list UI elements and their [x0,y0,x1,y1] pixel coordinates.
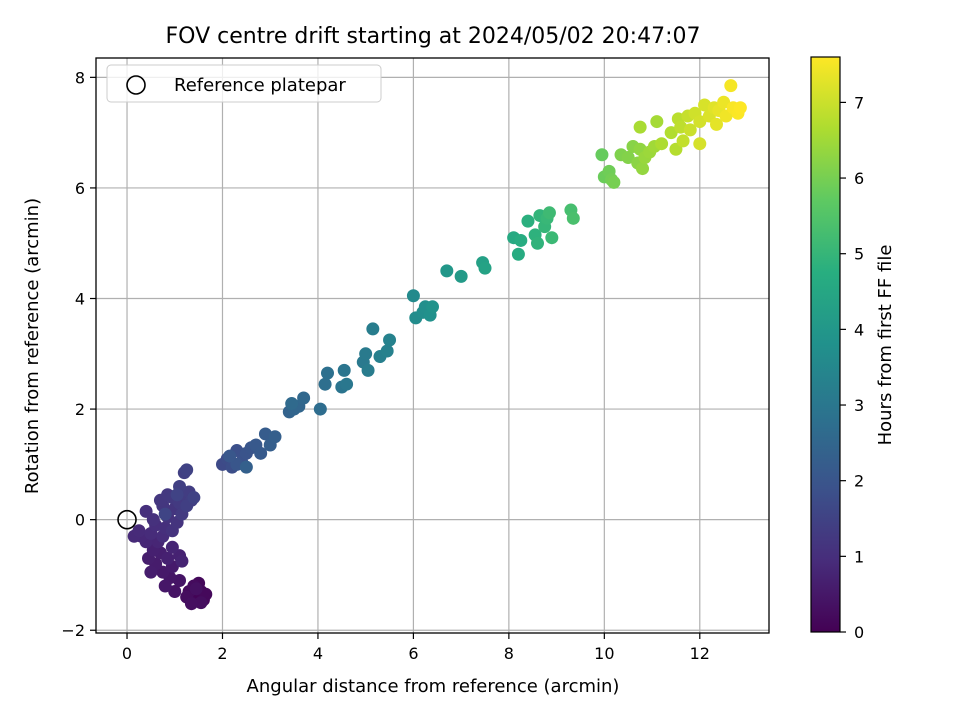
data-point [161,551,175,565]
data-point [180,463,194,477]
data-point [633,120,647,134]
legend-box [106,64,382,103]
grid [96,58,769,633]
data-point [297,391,311,405]
data-point [521,214,535,228]
colorbar-tick-label: 3 [854,396,864,415]
data-point [337,363,351,377]
data-point [361,363,375,377]
colorbar-tick-label: 4 [854,320,864,339]
data-point [683,123,697,137]
colorbar-tick-label: 6 [854,169,864,188]
colorbar-tick-label: 0 [854,623,864,642]
data-point [531,236,545,250]
data-point [268,430,282,444]
y-tick-label: 0 [75,511,85,530]
y-axis-label: Rotation from reference (arcmin) [22,198,43,494]
data-point [313,402,327,416]
data-point [511,247,525,261]
y-tick-label: 4 [75,290,85,309]
colorbar-tick-label: 7 [854,93,864,112]
data-point [406,289,420,303]
data-point [709,117,723,131]
data-point [165,540,179,554]
data-point [724,79,738,93]
data-point [144,565,158,579]
data-point [514,233,528,247]
data-point [366,322,380,336]
colorbar-label: Hours from first FF file [875,245,896,446]
data-point [189,582,203,596]
data-point [340,377,354,391]
x-tick-label: 4 [313,644,323,663]
y-tick-label: 6 [75,179,85,198]
data-point [545,231,559,245]
data-point [650,115,664,129]
data-point [636,162,650,176]
y-tick-label: −2 [61,621,85,640]
data-point [454,269,468,283]
data-point [170,488,184,502]
x-tick-label: 0 [122,644,132,663]
colorbar-tick-label: 2 [854,472,864,491]
data-point [733,101,747,115]
data-point [440,264,454,278]
data-point [478,261,492,275]
data-point [239,460,253,474]
data-point [320,366,334,380]
reference-point [117,509,137,530]
y-axis-ticks: −2 0 2 4 6 8 [61,68,96,640]
data-point [676,134,690,148]
points-group [127,79,747,611]
plot-area [96,58,769,633]
data-point [187,491,201,505]
x-tick-label: 8 [504,644,514,663]
x-tick-label: 12 [690,644,710,663]
data-point [254,446,268,460]
colorbar [810,56,841,633]
chart-title: FOV centre drift starting at 2024/05/02 … [166,24,701,49]
x-axis-ticks: 0 2 4 6 8 10 12 [122,633,710,663]
data-point [595,148,609,162]
data-point [717,95,731,109]
x-axis-label: Angular distance from reference (arcmin) [247,676,620,697]
data-point [285,397,299,411]
data-point [621,151,635,165]
colorbar-ticks: 0 1 2 3 4 5 6 7 [840,93,864,642]
x-tick-label: 2 [217,644,227,663]
colorbar-tick-label: 5 [854,245,864,264]
data-point [693,137,707,151]
data-point [383,333,397,347]
data-point [158,507,172,521]
data-point [426,300,439,314]
plot-frame [95,57,770,634]
data-point [380,344,394,358]
legend: Reference platepar [106,64,382,103]
data-point [168,585,182,599]
data-point [607,175,621,189]
data-point [542,206,556,220]
legend-label-reference: Reference platepar [174,75,346,96]
data-point [158,579,172,593]
data-point [223,449,237,463]
colorbar-tick-label: 1 [854,547,864,566]
data-point [566,211,580,225]
data-point [175,554,189,568]
legend-marker-reference [126,75,146,95]
data-point [359,347,373,361]
x-tick-label: 6 [408,644,418,663]
data-point [693,115,707,129]
data-point [318,377,332,391]
data-point [184,597,198,611]
data-point [146,513,160,527]
y-tick-label: 8 [75,68,85,87]
data-point [664,126,678,140]
x-tick-label: 10 [594,644,614,663]
data-point [194,596,208,610]
y-tick-label: 2 [75,400,85,419]
data-point [132,524,146,538]
data-point [655,137,669,151]
